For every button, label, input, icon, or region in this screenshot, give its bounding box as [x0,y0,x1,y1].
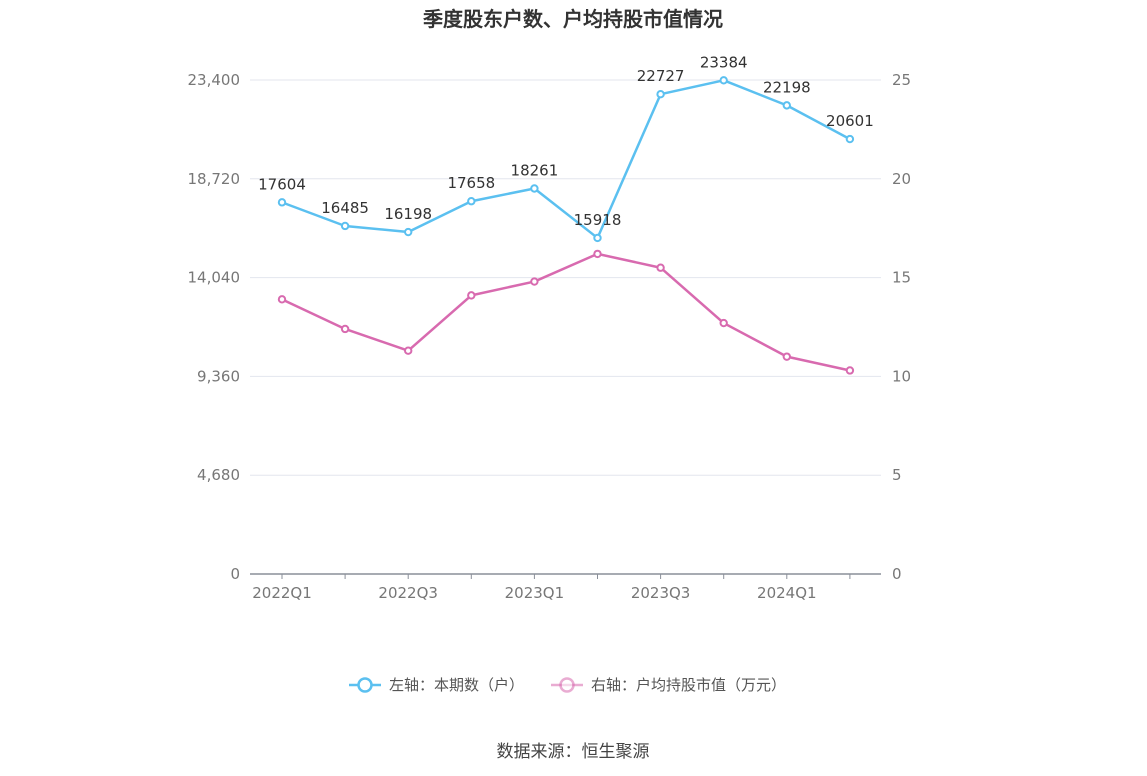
legend-marker [559,677,575,693]
legend-label: 右轴：户均持股市值（万元） [591,676,786,694]
chart-title: 季度股东户数、户均持股市值情况 [422,7,723,31]
right-axis-tick-label: 0 [892,565,902,583]
data-point [530,277,539,286]
data-point [656,90,665,99]
data-point [277,198,287,207]
right-axis-tick-label: 20 [892,170,911,188]
data-label: 15918 [574,211,622,229]
data-point [845,366,855,375]
left-axis-tick-label: 0 [230,565,240,583]
data-label: 17658 [447,174,495,192]
right-axis-tick-label: 5 [892,466,902,484]
left-axis-tick-label: 4,680 [197,466,240,484]
data-point [719,76,728,85]
data-point [593,249,602,259]
left-axis-tick-label: 23,400 [188,71,241,89]
data-point [593,233,602,243]
data-label: 23384 [700,53,748,71]
data-point [404,227,413,237]
series-left: 17604 16485 16198 17658 18261 15918 22727 23384… [258,53,874,243]
data-point [467,291,476,300]
data-label: 22727 [637,67,685,85]
x-axis-tick-label: 2022Q1 [252,584,312,602]
data-label: 16485 [321,199,369,217]
grid-lines [250,79,881,476]
legend-label: 左轴：本期数（户） [389,676,524,694]
data-point [530,184,539,193]
x-axis-tick-label: 2022Q3 [378,584,438,602]
x-axis-tick-label: 2024Q1 [757,584,817,602]
left-axis-tick-label: 14,040 [188,269,241,287]
data-point [277,295,287,304]
left-axis-tick-label: 18,720 [188,170,241,188]
data-label: 22198 [763,78,811,96]
data-point [656,263,665,272]
data-point [782,101,791,110]
data-label: 20601 [826,112,874,130]
source-note: 数据来源：恒生聚源 [497,742,650,762]
data-point [467,197,476,206]
right-axis-tick-label: 15 [892,269,911,287]
left-axis-tick-label: 9,360 [197,367,240,385]
legend-marker [357,677,373,693]
legend: 左轴：本期数（户） 右轴：户均持股市值（万元） [349,676,786,694]
right-axis-tick-label: 10 [892,367,911,385]
data-point [340,221,350,231]
data-point [845,134,855,144]
right-axis-tick-label: 25 [892,71,911,89]
series-line [281,79,851,240]
series-line [281,252,851,372]
series-right [277,249,855,375]
data-label: 18261 [511,161,559,179]
data-label: 16198 [384,205,432,223]
x-axis-tick-label: 2023Q3 [631,584,691,602]
data-point [340,324,350,334]
axes: 0 0 4,680 5 9,360 10 14,040 15 18,720 20 23,400 25 2… [188,71,912,602]
data-point [404,346,413,355]
data-point [782,352,791,361]
x-axis-tick-label: 2023Q1 [505,584,565,602]
data-point [719,318,728,328]
data-label: 17604 [258,175,306,193]
